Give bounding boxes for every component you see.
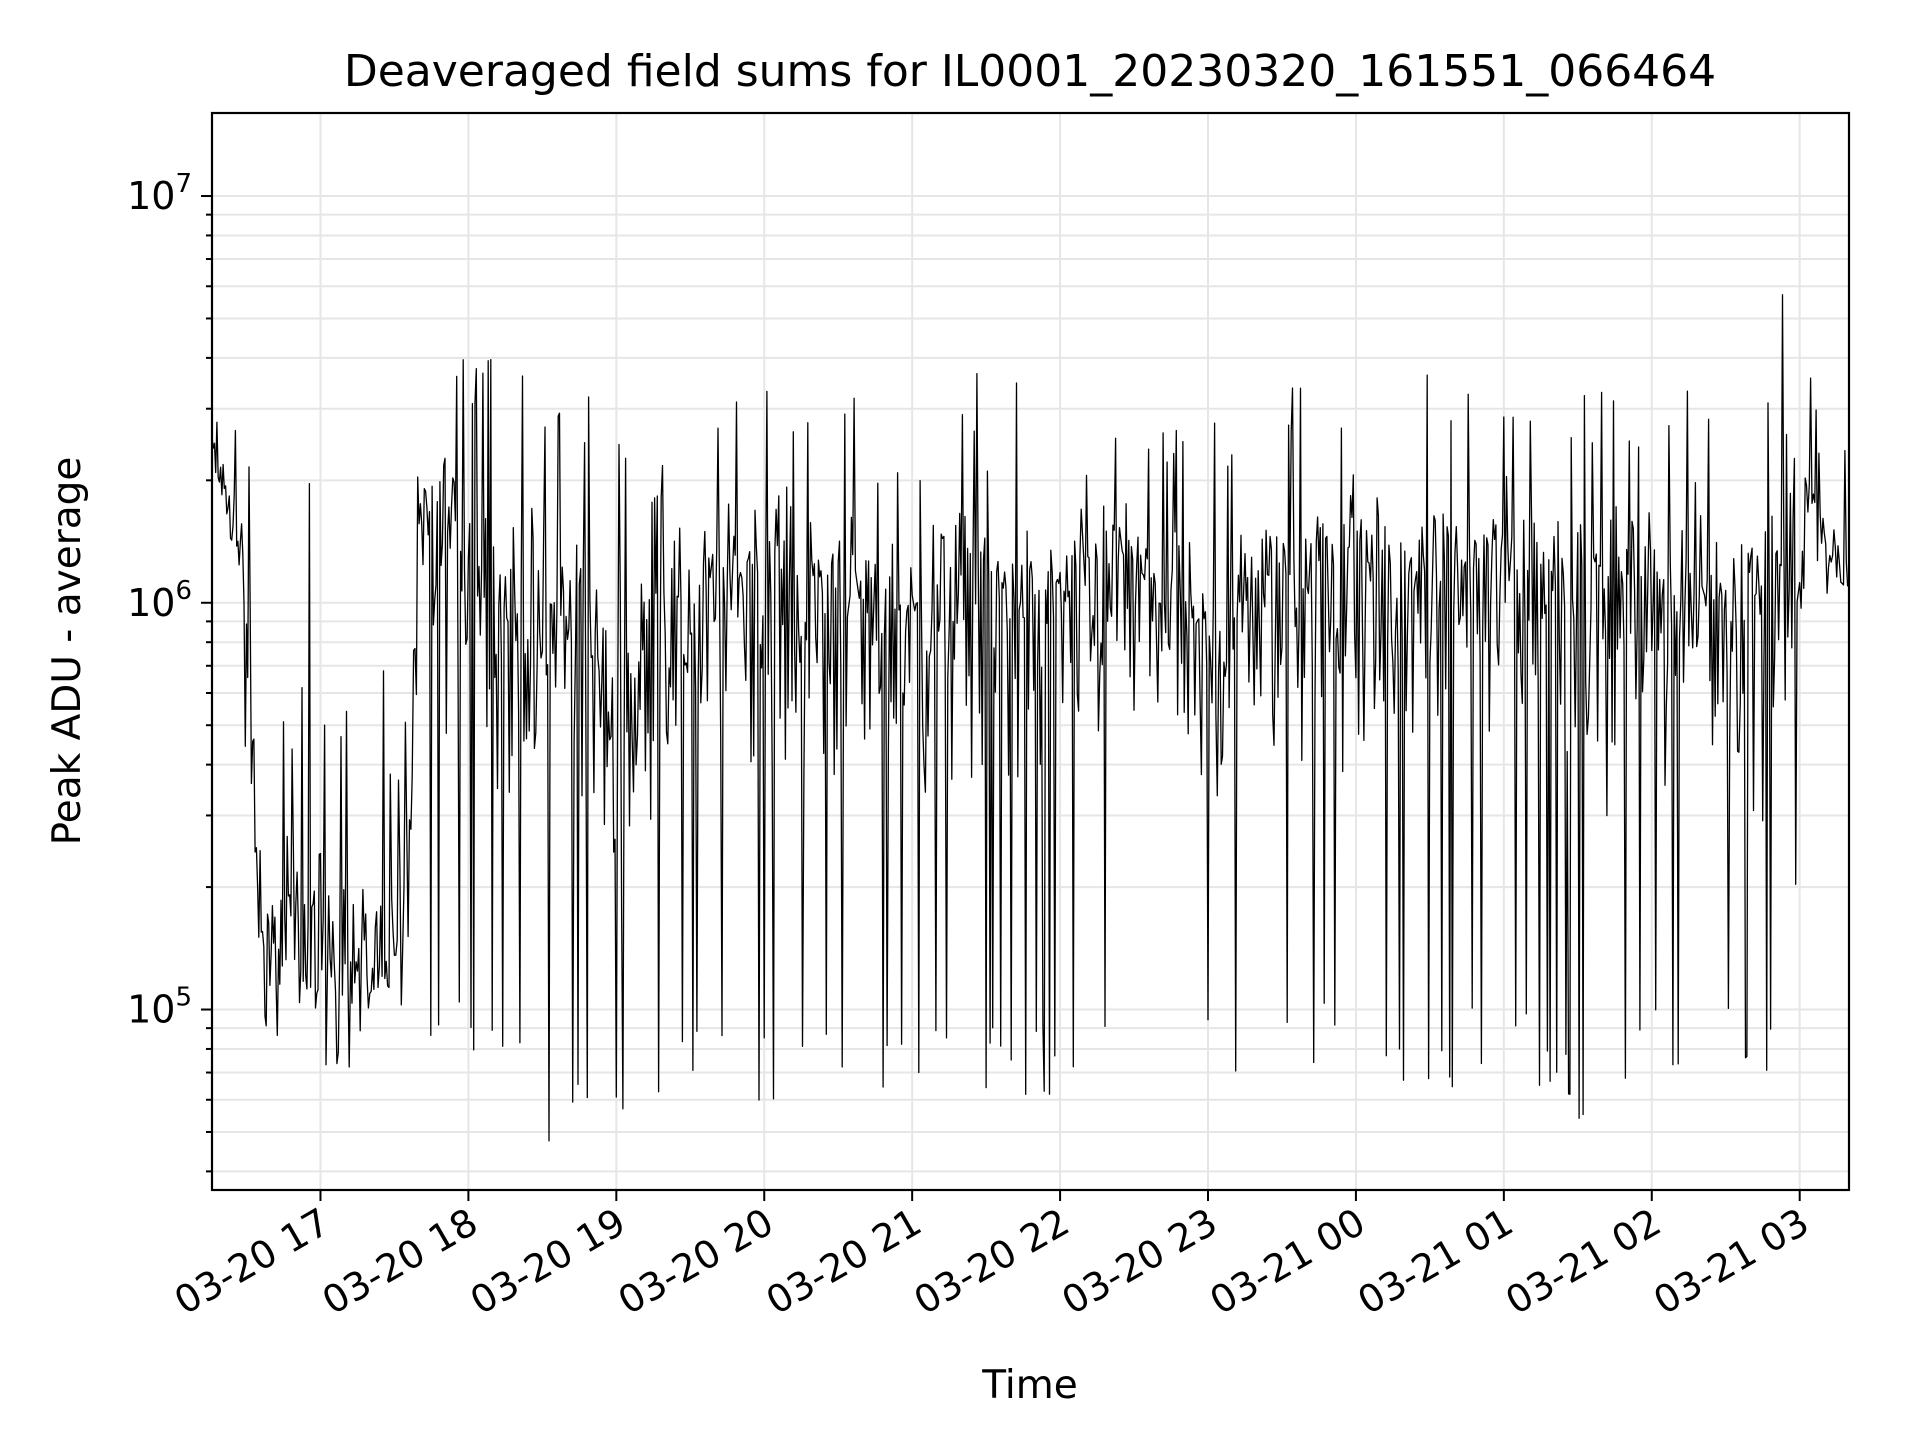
x-tick-label: 03-20 21 bbox=[759, 1200, 929, 1324]
y-tick-label: 106 bbox=[127, 576, 192, 625]
series-line bbox=[211, 294, 1849, 1142]
x-tick-label: 03-21 01 bbox=[1350, 1200, 1520, 1324]
x-tick-label: 03-20 18 bbox=[315, 1200, 485, 1324]
x-tick-label: 03-21 02 bbox=[1498, 1200, 1668, 1324]
y-tick-label: 105 bbox=[127, 983, 192, 1032]
x-tick-label: 03-20 20 bbox=[611, 1200, 781, 1324]
x-tick-label: 03-20 22 bbox=[907, 1200, 1077, 1324]
plot-frame bbox=[210, 111, 1851, 1192]
x-tick-label: 03-20 17 bbox=[167, 1200, 337, 1324]
x-tick-label: 03-20 23 bbox=[1055, 1200, 1225, 1324]
chart-title: Deaveraged field sums for IL0001_2023032… bbox=[344, 46, 1716, 97]
x-axis-label: Time bbox=[981, 1363, 1077, 1408]
x-tick-label: 03-20 19 bbox=[463, 1200, 633, 1324]
x-tick-label: 03-21 03 bbox=[1646, 1200, 1816, 1324]
series-layer bbox=[211, 294, 1849, 1142]
y-axis-label: Peak ADU - average bbox=[45, 457, 90, 846]
x-tick-label: 03-21 00 bbox=[1202, 1200, 1372, 1324]
y-tick-label: 107 bbox=[127, 169, 192, 218]
